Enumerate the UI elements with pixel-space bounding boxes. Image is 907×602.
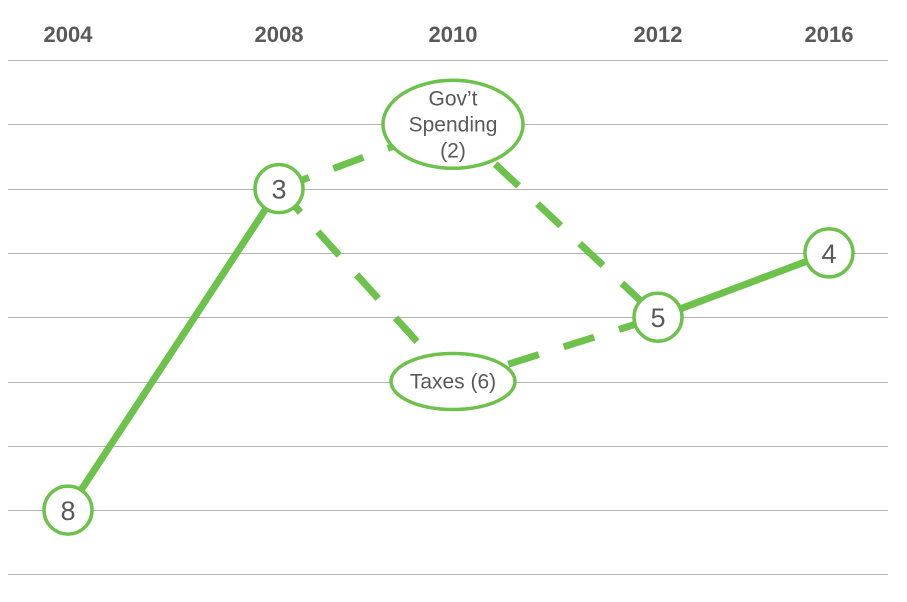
rank-node: [803, 227, 855, 279]
dashed-segment: [450, 121, 661, 320]
rank-node-label: 4: [821, 239, 836, 269]
dashed-segment: [451, 313, 660, 385]
x-tick-label: 2004: [44, 22, 94, 47]
branch-label: Taxes (6): [410, 371, 496, 394]
rank-node-label: 3: [271, 175, 286, 205]
rank-node-label: 8: [60, 496, 75, 526]
rank-node: [253, 162, 305, 215]
x-tick-label: 2008: [255, 22, 304, 47]
dashed-segment: [277, 121, 455, 192]
solid-segment: [64, 185, 283, 514]
branch-bubble: [381, 78, 525, 171]
x-tick-label: 2016: [805, 22, 854, 47]
branch-label: Spending: [409, 113, 498, 136]
branch-label: (2): [440, 139, 466, 162]
rank-node-label: 5: [650, 303, 665, 333]
x-tick-label: 2010: [429, 22, 478, 47]
branch-bubble: [389, 351, 517, 412]
x-tick-label: 2012: [634, 22, 683, 47]
branch-label: Gov’t: [428, 87, 477, 110]
dashed-segment: [276, 186, 456, 384]
solid-segment: [654, 249, 833, 321]
rank-node: [42, 484, 94, 536]
rank-node: [632, 291, 684, 343]
